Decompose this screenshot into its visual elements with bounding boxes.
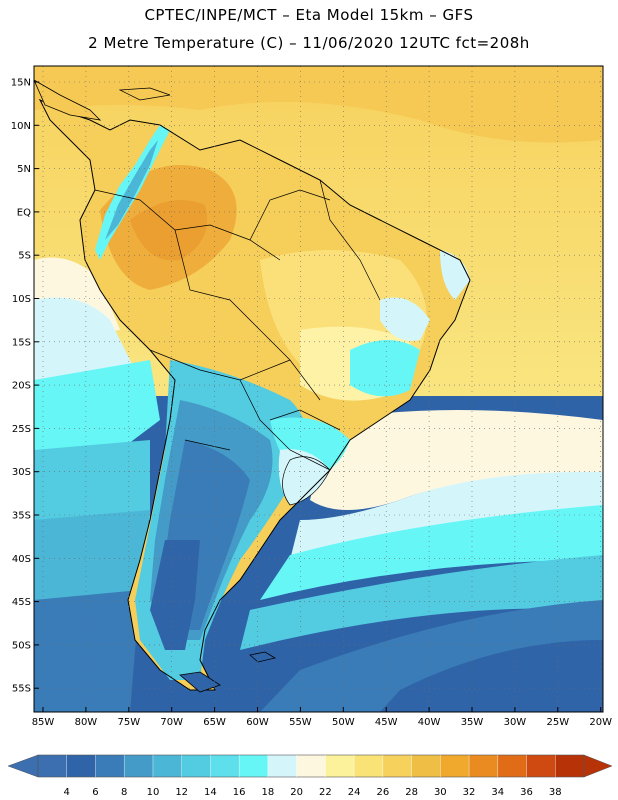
legend-swatch (296, 755, 326, 777)
legend-swatch (124, 755, 154, 777)
legend-swatch (239, 755, 269, 777)
legend-swatch (382, 755, 412, 777)
legend-swatch (469, 755, 499, 777)
lat-label: 25S (12, 424, 31, 435)
legend-value: 8 (121, 787, 127, 798)
legend-swatch (210, 755, 240, 777)
legend-value: 12 (175, 787, 188, 798)
map-field (34, 66, 603, 712)
legend-swatch (497, 755, 527, 777)
lon-label: 45W (375, 717, 398, 728)
lat-label: 5S (18, 251, 31, 262)
lat-label: 15S (12, 337, 31, 348)
lat-label: 40S (12, 554, 31, 565)
legend-swatch (440, 755, 470, 777)
latitude-labels: 15N 10N 5N EQ 5S 10S 15S 20S 25S 30S 35S 40S 45S 50S 5… (11, 78, 31, 695)
legend-value: 20 (290, 787, 303, 798)
legend-value: 30 (434, 787, 447, 798)
legend-swatch (325, 755, 355, 777)
lat-label: 45S (12, 597, 31, 608)
legend-value: 6 (92, 787, 98, 798)
lon-label: 60W (246, 717, 269, 728)
legend-swatch (152, 755, 182, 777)
coastline (38, 98, 471, 691)
title-line-2: 2 Metre Temperature (C) – 11/06/2020 12U… (88, 34, 530, 52)
title-line-1: CPTEC/INPE/MCT – Eta Model 15km – GFS (144, 6, 474, 24)
lat-label: 50S (12, 640, 31, 651)
legend-swatch (38, 755, 68, 777)
legend-value: 22 (319, 787, 332, 798)
lon-label: 40W (418, 717, 441, 728)
legend-swatch (354, 755, 384, 777)
lon-label: 55W (289, 717, 312, 728)
legend-value: 26 (376, 787, 389, 798)
lat-label: 15N (11, 78, 31, 89)
lon-label: 65W (203, 717, 226, 728)
map-frame (33, 65, 604, 713)
legend-value: 32 (463, 787, 476, 798)
legend-swatch (411, 755, 441, 777)
legend-value: 18 (262, 787, 275, 798)
lon-label: 30W (504, 717, 527, 728)
lon-label: 50W (332, 717, 355, 728)
legend-swatch (181, 755, 211, 777)
legend-low-arrow (7, 754, 39, 778)
legend-swatch (66, 755, 96, 777)
legend-value: 14 (204, 787, 217, 798)
lat-label: EQ (17, 207, 31, 218)
lat-label: 30S (12, 467, 31, 478)
legend-value: 4 (64, 787, 70, 798)
legend-value: 10 (147, 787, 160, 798)
lat-label: 10S (12, 294, 31, 305)
legend-value: 36 (520, 787, 533, 798)
lat-label: 5N (17, 164, 31, 175)
legend-swatch (95, 755, 125, 777)
lon-label: 70W (160, 717, 183, 728)
band-22 (310, 410, 603, 510)
legend-swatch (267, 755, 297, 777)
country-borders (94, 179, 381, 506)
legend-value: 28 (405, 787, 418, 798)
lon-label: 20W (589, 717, 612, 728)
longitude-labels: 85W 80W 75W 70W 65W 60W 55W 50W 45W 40W 35W 30W 25W 2… (32, 717, 612, 728)
lon-label: 75W (117, 717, 140, 728)
legend-value: 16 (233, 787, 246, 798)
legend-value: 38 (549, 787, 562, 798)
lat-label: 20S (12, 381, 31, 392)
lon-label: 35W (461, 717, 484, 728)
lat-label: 55S (12, 684, 31, 695)
legend-swatch (526, 755, 556, 777)
lon-label: 25W (546, 717, 569, 728)
lat-label: 10N (11, 121, 31, 132)
lon-label: 80W (75, 717, 98, 728)
legend-value: 24 (348, 787, 361, 798)
lat-label: 35S (12, 511, 31, 522)
legend-swatch (555, 755, 585, 777)
legend-value: 34 (491, 787, 504, 798)
legend-high-arrow (583, 754, 613, 778)
lon-label: 85W (32, 717, 55, 728)
